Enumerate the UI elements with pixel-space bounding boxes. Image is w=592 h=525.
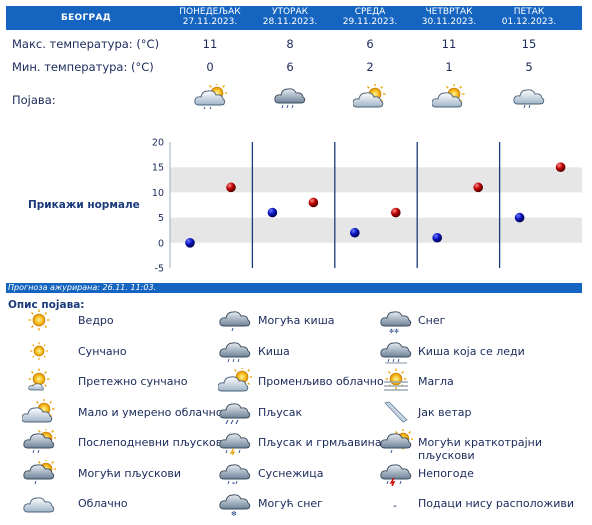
- forecast-header: БЕОГРАД ПОНЕДЕЉАК 27.11.2023. УТОРАК 28.11…: [6, 6, 582, 30]
- wind-icon: [384, 401, 408, 422]
- legend-label: Ведро: [78, 314, 114, 327]
- min-temp-row: Мин. температура: (°C) 0 6 2 1 5: [6, 60, 582, 74]
- thunderstorm-icon: [219, 433, 251, 455]
- min-temp-point: [267, 207, 278, 218]
- freezing-rain-icon: [380, 341, 412, 363]
- legend-label: Могући пљускови: [78, 466, 182, 480]
- legend-label: Непогоде: [418, 466, 474, 480]
- y-tick-label: -5: [155, 264, 164, 275]
- max-temp-point: [308, 197, 319, 208]
- svg-text:✻✻: ✻✻: [389, 328, 399, 333]
- legend-label: Претежно сунчано: [78, 375, 188, 388]
- afternoon-showers-icon: [23, 429, 56, 454]
- legend-label: Киша: [258, 344, 290, 358]
- max-temp-row: Макс. температура: (°C) 11 8 6 11 15: [6, 37, 582, 51]
- legend-label: Променљиво облачно: [258, 375, 384, 388]
- phenomenon-row: Појава:: [6, 93, 582, 107]
- legend-label: Суснежица: [258, 466, 324, 480]
- partly-cloudy-icon: [22, 398, 56, 422]
- y-tick-label: 0: [158, 238, 164, 249]
- partly-cloudy-rain-icon: [194, 84, 227, 110]
- day-header-2: УТОРАК 28.11.2023.: [262, 7, 318, 27]
- legend-label: Могућа киша: [258, 314, 335, 327]
- partly-cloudy-icon: [432, 84, 466, 108]
- legend-label: Облачно: [78, 497, 128, 510]
- legend-label: Послеподневни пљускови: [78, 436, 230, 449]
- min-temp-point: [514, 212, 525, 223]
- min-temp-value: 0: [206, 60, 214, 74]
- y-tick-label: 10: [152, 188, 164, 199]
- max-temp-value: 11: [202, 37, 218, 51]
- snow-icon: ✻✻: [380, 311, 412, 333]
- max-temp-value: 6: [366, 37, 374, 51]
- day-header-5: ПЕТАК 01.12.2023.: [501, 7, 557, 27]
- cloud-icon: [23, 497, 55, 513]
- variable-cloudy-icon: [218, 368, 252, 392]
- min-temp-label: Мин. температура: (°C): [12, 60, 154, 74]
- day-header-1: ПОНЕДЕЉАК 27.11.2023.: [179, 7, 241, 27]
- possible-rain-icon: [219, 311, 251, 332]
- chart-band: [170, 217, 582, 243]
- max-temp-point: [473, 182, 484, 193]
- min-temp-value: 5: [525, 60, 533, 74]
- dash-icon: -: [393, 499, 397, 512]
- max-temp-value: 8: [286, 37, 294, 51]
- phenomenon-label: Појава:: [12, 93, 56, 107]
- legend-label: Пљусак: [258, 405, 303, 419]
- max-temp-label: Макс. температура: (°C): [12, 37, 160, 51]
- max-temp-point: [391, 207, 401, 218]
- city-name: БЕОГРАД: [60, 13, 112, 23]
- legend-label: Сунчано: [78, 344, 127, 358]
- sleet-icon: *: [219, 463, 251, 486]
- mostly-sunny-icon: [27, 368, 51, 391]
- legend-label: Мало и умерено облачно: [78, 405, 223, 419]
- legend-label: Пљусак и грмљавина: [258, 436, 382, 449]
- svg-text:✻: ✻: [231, 510, 237, 516]
- show-normals-link[interactable]: Прикажи нормале: [28, 199, 140, 211]
- cloud-rain-icon: [274, 88, 306, 109]
- sun-small-icon: [29, 341, 49, 360]
- chart-band: [170, 192, 582, 218]
- chart-band: [170, 142, 582, 168]
- forecast-updated: Прогноза ажурирана: 26.11. 11:03.: [6, 283, 582, 293]
- shower-icon: [219, 402, 251, 424]
- possible-snow-icon: ✻: [219, 494, 251, 516]
- storm-warning-icon: [380, 463, 412, 486]
- legend-label: Могући краткотрајни пљускови: [418, 436, 543, 462]
- possible-showers-icon: [23, 459, 56, 484]
- min-temp-value: 2: [366, 60, 374, 74]
- max-temp-value: 11: [441, 37, 457, 51]
- cloud-showers-icon: [513, 89, 545, 109]
- legend-label: Могућ снег: [258, 497, 323, 510]
- chart-band: [170, 167, 582, 193]
- fog-icon: [384, 368, 408, 391]
- partly-cloudy-icon: [353, 84, 387, 108]
- max-temp-point: [226, 182, 236, 193]
- brief-showers-icon: [380, 429, 413, 454]
- legend-label: Јак ветар: [418, 405, 472, 419]
- min-temp-point: [432, 232, 443, 243]
- temperature-chart: -5 0 5 10 15 20: [152, 138, 582, 275]
- legend-label: Снег: [418, 314, 446, 327]
- chart-band: [170, 242, 582, 268]
- legend-label: Подаци нису расположиви: [418, 497, 575, 510]
- min-temp-point: [185, 238, 195, 248]
- day-header-4: ЧЕТВРТАК 30.11.2023.: [421, 7, 477, 27]
- legend-title: Опис појава:: [8, 299, 85, 311]
- y-tick-label: 15: [152, 163, 164, 174]
- max-temp-value: 15: [521, 37, 537, 51]
- min-temp-point: [350, 227, 360, 238]
- day-header-3: СРЕДА 29.11.2023.: [342, 7, 398, 27]
- svg-text:*: *: [232, 481, 235, 486]
- sun-icon: [27, 308, 51, 332]
- min-temp-value: 6: [286, 60, 294, 74]
- y-tick-label: 5: [158, 213, 164, 224]
- rain-icon: [219, 341, 251, 362]
- legend-label: Киша која се леди: [418, 344, 525, 358]
- max-temp-point: [555, 162, 566, 172]
- min-temp-value: 1: [445, 60, 453, 74]
- legend-label: Магла: [418, 375, 454, 388]
- y-tick-label: 20: [152, 138, 164, 149]
